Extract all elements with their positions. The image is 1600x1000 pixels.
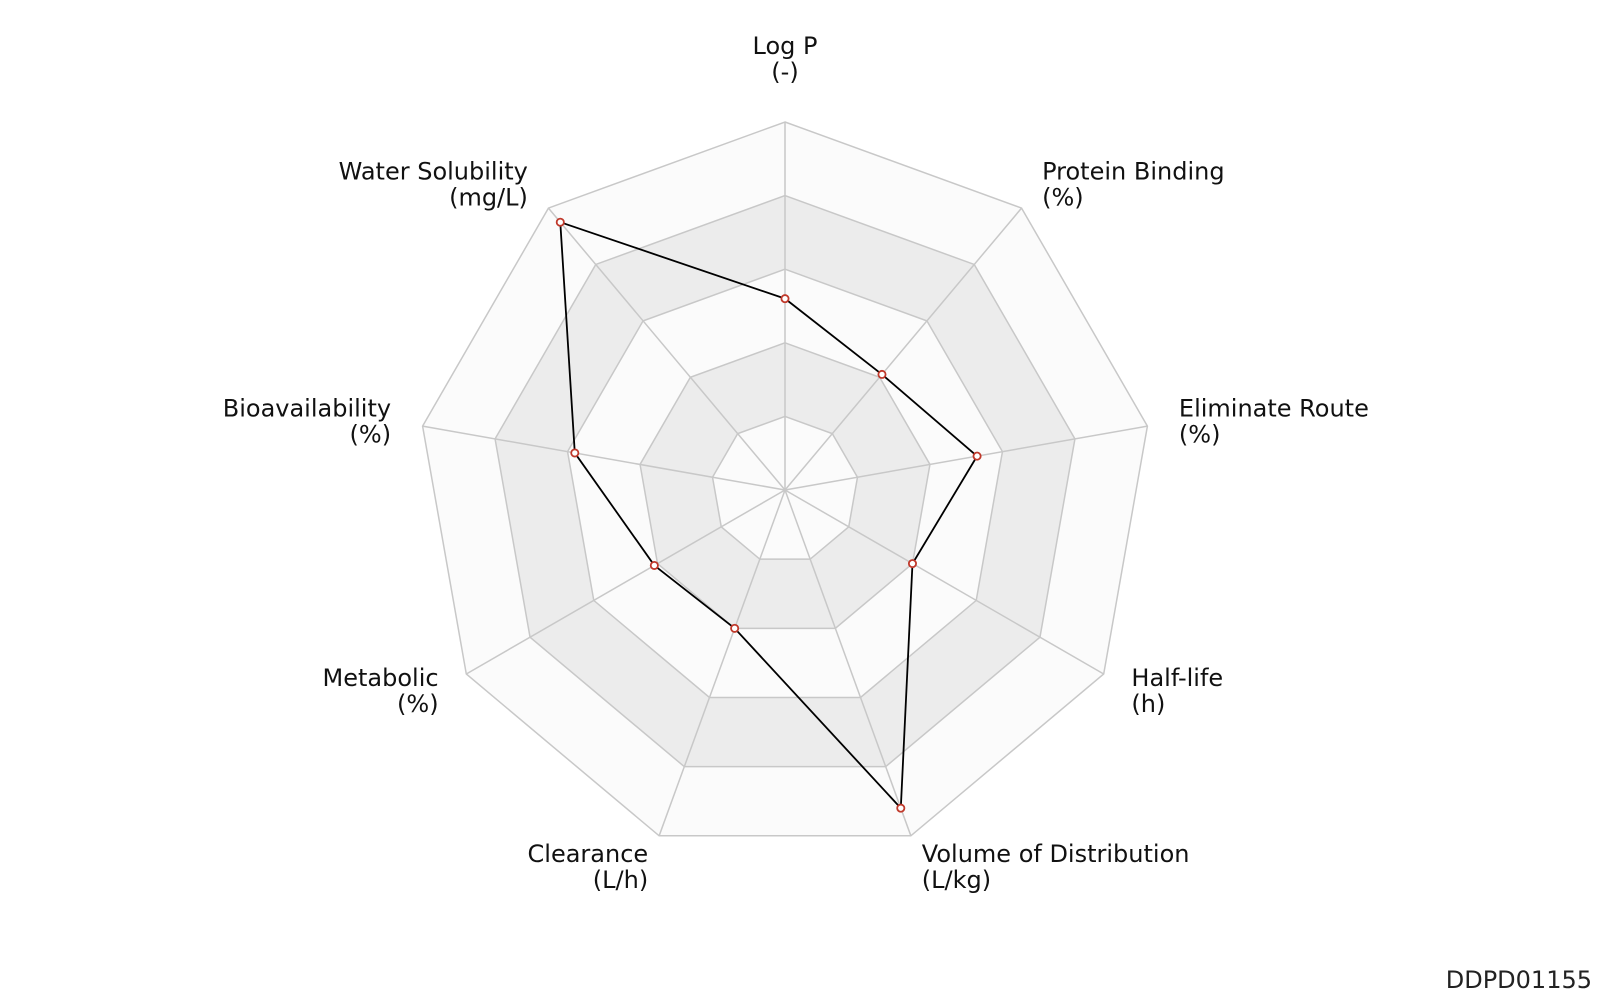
series-line bbox=[559, 221, 978, 810]
axis-label-name: Bioavailability bbox=[223, 395, 391, 423]
axis-label-unit: (%) bbox=[1042, 184, 1084, 212]
axis-labels: Log P(-)Protein Binding(%)Eliminate Rout… bbox=[223, 32, 1369, 894]
radar-spoke-8 bbox=[422, 425, 786, 491]
chart-identifier: DDPD01155 bbox=[1445, 966, 1592, 994]
axis-label-name: Protein Binding bbox=[1042, 158, 1224, 186]
axis-label-unit: (mg/L) bbox=[449, 184, 528, 212]
radar-spokes bbox=[422, 122, 1148, 837]
radar-spoke-2 bbox=[784, 207, 1023, 491]
axis-label-name: Half-life bbox=[1131, 664, 1223, 692]
data-point-6 bbox=[730, 623, 740, 633]
radar-spoke-3 bbox=[784, 425, 1148, 491]
data-point-5 bbox=[896, 803, 906, 813]
axis-label-unit: (%) bbox=[1179, 421, 1221, 449]
radar-series bbox=[555, 217, 982, 813]
data-point-3 bbox=[972, 451, 982, 461]
axis-label-unit: (L/kg) bbox=[922, 866, 991, 894]
axis-label-name: Metabolic bbox=[323, 664, 439, 692]
axis-label-name: Eliminate Route bbox=[1179, 395, 1369, 423]
axis-label-unit: (%) bbox=[350, 421, 392, 449]
axis-label-name: Clearance bbox=[528, 840, 649, 868]
axis-label-unit: (h) bbox=[1131, 690, 1165, 718]
radar-spoke-5 bbox=[784, 489, 912, 837]
radar-spoke-4 bbox=[784, 489, 1105, 675]
axis-label-name: Volume of Distribution bbox=[922, 840, 1190, 868]
data-point-7 bbox=[649, 560, 659, 570]
axis-label-name: Water Solubility bbox=[339, 158, 528, 186]
axis-label-name: Log P bbox=[753, 32, 818, 60]
radar-spoke-9 bbox=[547, 207, 786, 491]
axis-label-unit: (L/h) bbox=[593, 866, 648, 894]
data-point-8 bbox=[570, 448, 580, 458]
radar-spoke-6 bbox=[658, 489, 786, 837]
data-point-4 bbox=[907, 559, 917, 569]
data-point-2 bbox=[877, 369, 887, 379]
radar-spoke-7 bbox=[465, 489, 786, 675]
axis-label-unit: (%) bbox=[397, 690, 439, 718]
axis-label-unit: (-) bbox=[771, 58, 798, 86]
data-point-9 bbox=[555, 217, 565, 227]
data-point-1 bbox=[780, 294, 790, 304]
